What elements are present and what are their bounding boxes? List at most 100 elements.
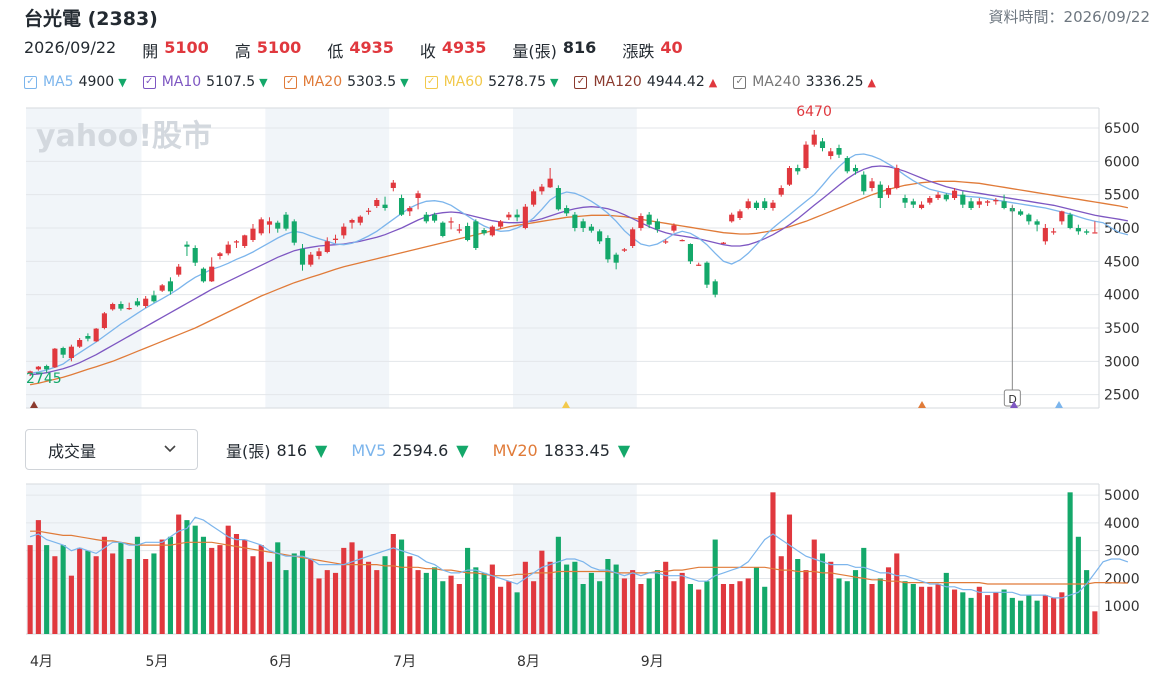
mv5-line [29, 516, 1129, 599]
volume-bar [687, 584, 693, 634]
candle-body [407, 208, 413, 212]
candle-body [456, 229, 462, 231]
mv20-line [30, 530, 1128, 585]
checkbox-icon[interactable]: ✓ [733, 75, 747, 89]
price-tick-label: 2500 [1104, 388, 1140, 404]
volume-bar [638, 584, 644, 634]
volume-bar [555, 536, 561, 634]
volume-bar [729, 584, 735, 634]
trend-down-icon: ▼ [549, 75, 559, 89]
volume-bar [365, 561, 372, 634]
candle-body [522, 206, 528, 228]
volume-bar [52, 556, 58, 634]
candle-body [275, 222, 281, 229]
candle-body [143, 298, 149, 306]
checkbox-icon[interactable]: ✓ [424, 75, 438, 89]
volume-bar [217, 545, 223, 634]
volume-tick-label: 4000 [1104, 516, 1140, 532]
candle-body [506, 214, 512, 218]
quote-date: 2026/09/22 [24, 38, 117, 57]
ma-name: MA60 [443, 74, 484, 90]
price-tick-label: 3000 [1104, 354, 1140, 370]
ma-toggle-ma20[interactable]: ✓ MA20 5303.5 ▼ [283, 74, 409, 90]
ma-toggle-ma5[interactable]: ✓ MA5 4900 ▼ [24, 74, 127, 90]
mv5-label: MV5 [351, 440, 387, 460]
ma-value: 3336.25 [805, 74, 864, 90]
volume-bar [1018, 600, 1024, 634]
volume-bar [316, 578, 322, 634]
volume-tick-label: 5000 [1104, 488, 1140, 504]
mv5-legend-item: MV5 2594.6 ▼ [351, 438, 468, 462]
candle-body [93, 328, 99, 342]
volume-bar [531, 581, 537, 634]
volume-bar [324, 570, 330, 634]
volume-bar [440, 581, 446, 634]
volume-bar [200, 536, 207, 634]
price-tick-label: 4500 [1104, 254, 1140, 270]
ma-toggle-ma10[interactable]: ✓ MA10 5107.5 ▼ [142, 74, 268, 90]
candle-body [151, 295, 157, 302]
volume-bar [1001, 589, 1007, 634]
candle-body [250, 228, 256, 240]
volume-bar [101, 536, 107, 634]
ma-cross-marker [1055, 401, 1063, 408]
candle-body [1075, 228, 1081, 232]
candle-body [1001, 201, 1007, 208]
candle-body [473, 221, 479, 248]
candle-body [242, 235, 248, 246]
candle-body [720, 242, 727, 244]
volume-bar [1042, 595, 1048, 634]
volume-bar [630, 570, 636, 634]
volume-bar [918, 586, 925, 634]
volume-bar [514, 592, 520, 634]
vol-trend-icon: ▼ [315, 440, 328, 460]
candle-body [1051, 231, 1057, 233]
volume-bar [1084, 570, 1090, 634]
checkbox-icon[interactable]: ✓ [142, 75, 156, 89]
indicator-select[interactable]: 成交量 [25, 429, 198, 470]
volume-bar [1092, 611, 1098, 634]
low-label: 低 [327, 42, 344, 61]
candle-body [176, 266, 182, 275]
candle-body [869, 181, 875, 188]
candle-body [1084, 231, 1090, 233]
volume-legend-item: 量(張) 816 ▼ [226, 438, 327, 462]
volume-bar [143, 559, 149, 634]
candle-body [365, 210, 372, 212]
ma-toggle-ma240[interactable]: ✓ MA240 3336.25 ▲ [733, 74, 876, 90]
candle-body [159, 285, 165, 291]
data-time: 資料時間：2026/09/22 [988, 8, 1150, 26]
checkbox-icon[interactable]: ✓ [574, 75, 588, 89]
volume-bar [44, 545, 50, 634]
ma-value: 4944.42 [646, 74, 705, 90]
candle-body [1059, 211, 1065, 222]
candle-body [687, 244, 693, 262]
candle-body [60, 348, 66, 355]
candle-body [679, 240, 685, 242]
ma-toggle-ma120[interactable]: ✓ MA120 4944.42 ▲ [574, 74, 717, 90]
open-label: 開 [142, 42, 159, 61]
volume-label: 量(張) [512, 42, 557, 61]
candle-body [918, 204, 925, 208]
ma-cross-marker [30, 401, 38, 408]
mv20-value: 1833.45 [543, 440, 610, 460]
candle-body [745, 201, 751, 208]
volume-bar [679, 572, 685, 634]
volume-bar [423, 572, 429, 634]
ma-toggle-ma60[interactable]: ✓ MA60 5278.75 ▼ [424, 74, 559, 90]
candle-body [927, 198, 933, 203]
volume-bar [93, 556, 99, 634]
ma-cross-marker [918, 401, 926, 408]
volume-bar [803, 570, 809, 634]
volume-bar [481, 572, 487, 634]
price-tick-label: 6500 [1104, 121, 1140, 137]
volume-tick-label: 1000 [1104, 599, 1140, 615]
checkbox-icon[interactable]: ✓ [283, 75, 297, 89]
candle-body [498, 221, 504, 227]
checkbox-icon[interactable]: ✓ [24, 75, 37, 89]
candle-body [828, 151, 834, 156]
month-label: 8月 [517, 654, 540, 670]
mv5-trend-icon: ▼ [456, 440, 469, 460]
volume-bar [597, 581, 603, 634]
volume-bar [580, 584, 586, 634]
